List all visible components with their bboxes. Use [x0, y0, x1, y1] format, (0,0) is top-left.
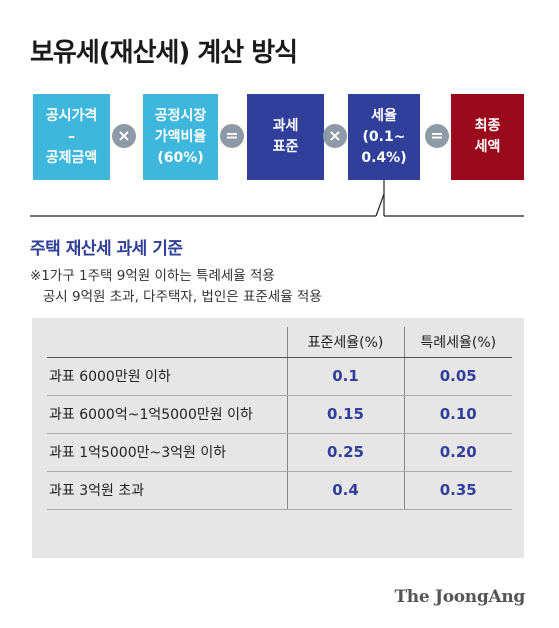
table-row: 과표 3억원 초과 0.4 0.35	[47, 471, 512, 510]
callout-connector	[30, 180, 524, 217]
formula-diagram: 공시가격 – 공제금액 × 공정시장 가액비율 (60%) = 과세 표준 × …	[0, 0, 559, 230]
tax-rate-table: 표준세율(%) 특례세율(%) 과표 6000만원 이하 0.1 0.05 과표…	[47, 327, 512, 510]
table-header-row: 표준세율(%) 특례세율(%)	[47, 327, 512, 358]
special-rate-value: 0.35	[403, 471, 512, 510]
header-standard-rate: 표준세율(%)	[286, 327, 404, 358]
standard-rate-value: 0.15	[286, 395, 404, 434]
special-rate-value: 0.10	[403, 395, 512, 434]
formula-box-final-tax: 최종 세액	[451, 94, 524, 180]
multiply-icon: ×	[112, 124, 136, 148]
formula-box-official-price: 공시가격 – 공제금액	[33, 94, 110, 180]
formula-box-tax-base: 과세 표준	[247, 94, 324, 180]
header-blank	[47, 327, 287, 358]
table-row: 과표 1억5000만~3억원 이하 0.25 0.20	[47, 433, 512, 472]
page-title: 보유세(재산세) 계산 방식	[30, 38, 298, 68]
standard-rate-value: 0.4	[286, 471, 404, 510]
special-rate-value: 0.20	[403, 433, 512, 472]
row-label: 과표 1억5000만~3억원 이하	[47, 433, 287, 472]
standard-rate-value: 0.25	[286, 433, 404, 472]
equals-icon: =	[220, 124, 244, 148]
table-row: 과표 6000억~1억5000만원 이하 0.15 0.10	[47, 395, 512, 434]
table-row: 과표 6000만원 이하 0.1 0.05	[47, 357, 512, 396]
publisher-logo: The JoongAng	[394, 587, 525, 607]
special-rate-value: 0.05	[403, 357, 512, 396]
multiply-icon: ×	[323, 124, 347, 148]
row-label: 과표 6000억~1억5000만원 이하	[47, 395, 287, 434]
standard-rate-value: 0.1	[286, 357, 404, 396]
row-label: 과표 3억원 초과	[47, 471, 287, 510]
header-special-rate: 특례세율(%)	[403, 327, 512, 358]
equals-icon: =	[425, 124, 449, 148]
row-label: 과표 6000만원 이하	[47, 357, 287, 396]
footnote: ※1가구 1주택 9억원 이하는 특례세율 적용 공시 9억원 초과, 다주택자…	[30, 268, 322, 305]
section-subtitle: 주택 재산세 과세 기준	[30, 239, 183, 259]
formula-box-market-ratio: 공정시장 가액비율 (60%)	[143, 94, 218, 180]
formula-box-tax-rate: 세율 (0.1~ 0.4%)	[348, 94, 420, 180]
